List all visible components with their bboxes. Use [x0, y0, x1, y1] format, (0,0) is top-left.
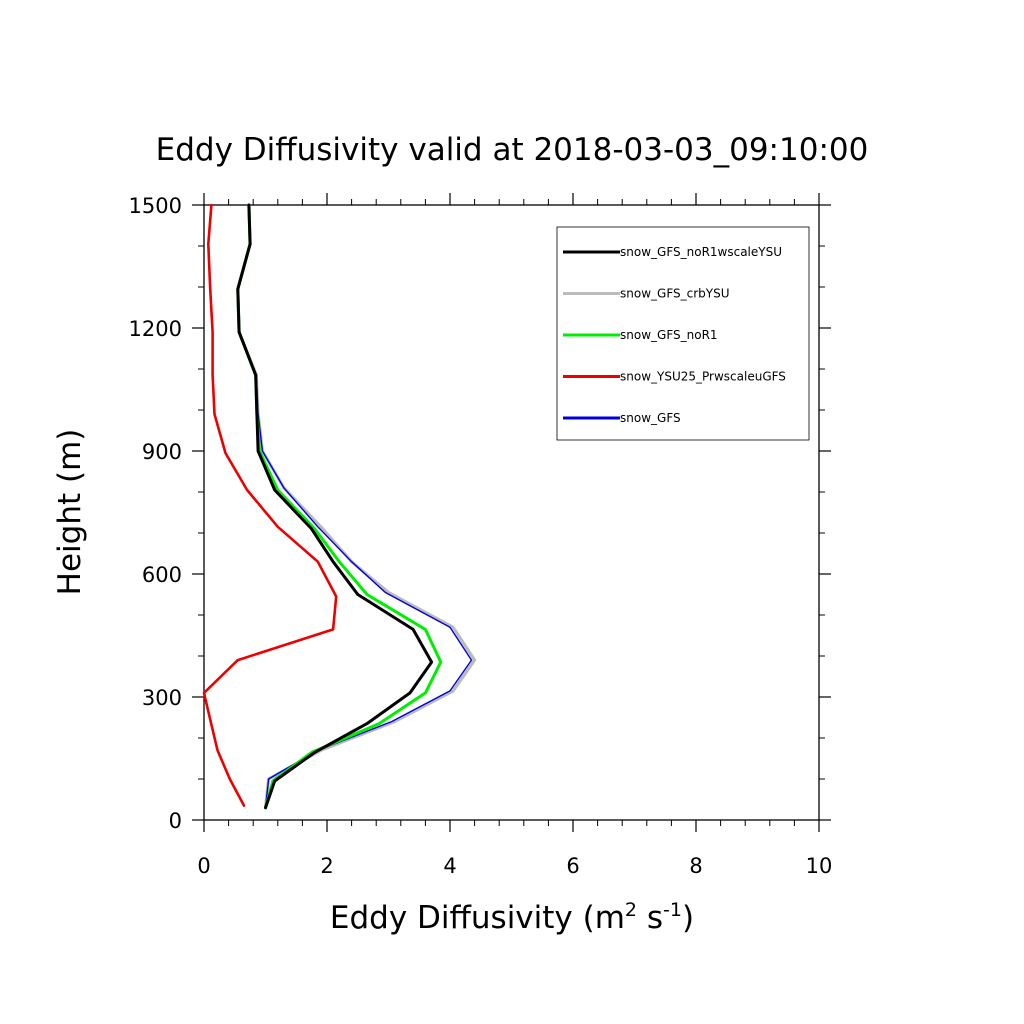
plot-frame — [203, 204, 820, 821]
x-tick-label: 10 — [806, 854, 833, 878]
x-tick-label: 0 — [197, 854, 210, 878]
series-line-snow_GFS_noR1wscaleYSU — [236, 203, 434, 810]
series-line-snow_GFS_noR1 — [236, 203, 443, 810]
x-axis-label: Eddy Diffusivity (m2 s-1) — [330, 899, 694, 936]
legend-label: snow_GFS_noR1wscaleYSU — [620, 245, 782, 259]
x-tick-label: 8 — [689, 854, 702, 878]
series-line-snow_GFS — [237, 204, 473, 809]
chart-title: Eddy Diffusivity valid at 2018-03-03_09:… — [156, 132, 869, 168]
y-axis-ticks: 0 300 600 900 1200 1500 — [129, 194, 831, 833]
y-tick-label: 900 — [142, 440, 182, 464]
x-axis-label-mid: s — [637, 900, 663, 936]
x-axis-label-sup2: -1 — [663, 899, 682, 921]
y-tick-label: 1500 — [129, 194, 182, 218]
plot-area: 0 2 4 6 8 10 0 300 600 900 1200 1500 — [129, 193, 832, 878]
legend-items: snow_GFS_noR1wscaleYSU snow_GFS_crbYSUsno… — [563, 245, 786, 425]
legend-label: snow_YSU25_PrwscaleuGFS — [620, 370, 786, 384]
series-line-snow_YSU25_PrwscaleuGFS — [202, 203, 338, 807]
x-tick-label: 4 — [443, 854, 456, 878]
y-axis-label: Height (m) — [52, 429, 88, 596]
x-axis-label-end: ) — [682, 900, 694, 936]
legend: snow_GFS_noR1wscaleYSU snow_GFS_crbYSUsno… — [556, 226, 810, 441]
legend-label: snow_GFS_noR1 — [620, 328, 718, 342]
legend-label: snow_GFS — [620, 411, 681, 425]
series-lines — [202, 203, 477, 810]
series-line-snow_GFS_crbYSU — [236, 203, 477, 810]
legend-label: snow_GFS_crbYSU — [620, 287, 730, 301]
x-axis-label-main: Eddy Diffusivity (m — [330, 900, 625, 936]
y-tick-label: 1200 — [129, 317, 182, 341]
x-axis-label-sup1: 2 — [625, 899, 637, 921]
x-axis-ticks: 0 2 4 6 8 10 — [197, 193, 832, 878]
x-tick-label: 6 — [566, 854, 579, 878]
y-tick-label: 600 — [142, 563, 182, 587]
x-tick-label: 2 — [320, 854, 333, 878]
y-tick-label: 0 — [169, 809, 182, 833]
y-tick-label: 300 — [142, 686, 182, 710]
